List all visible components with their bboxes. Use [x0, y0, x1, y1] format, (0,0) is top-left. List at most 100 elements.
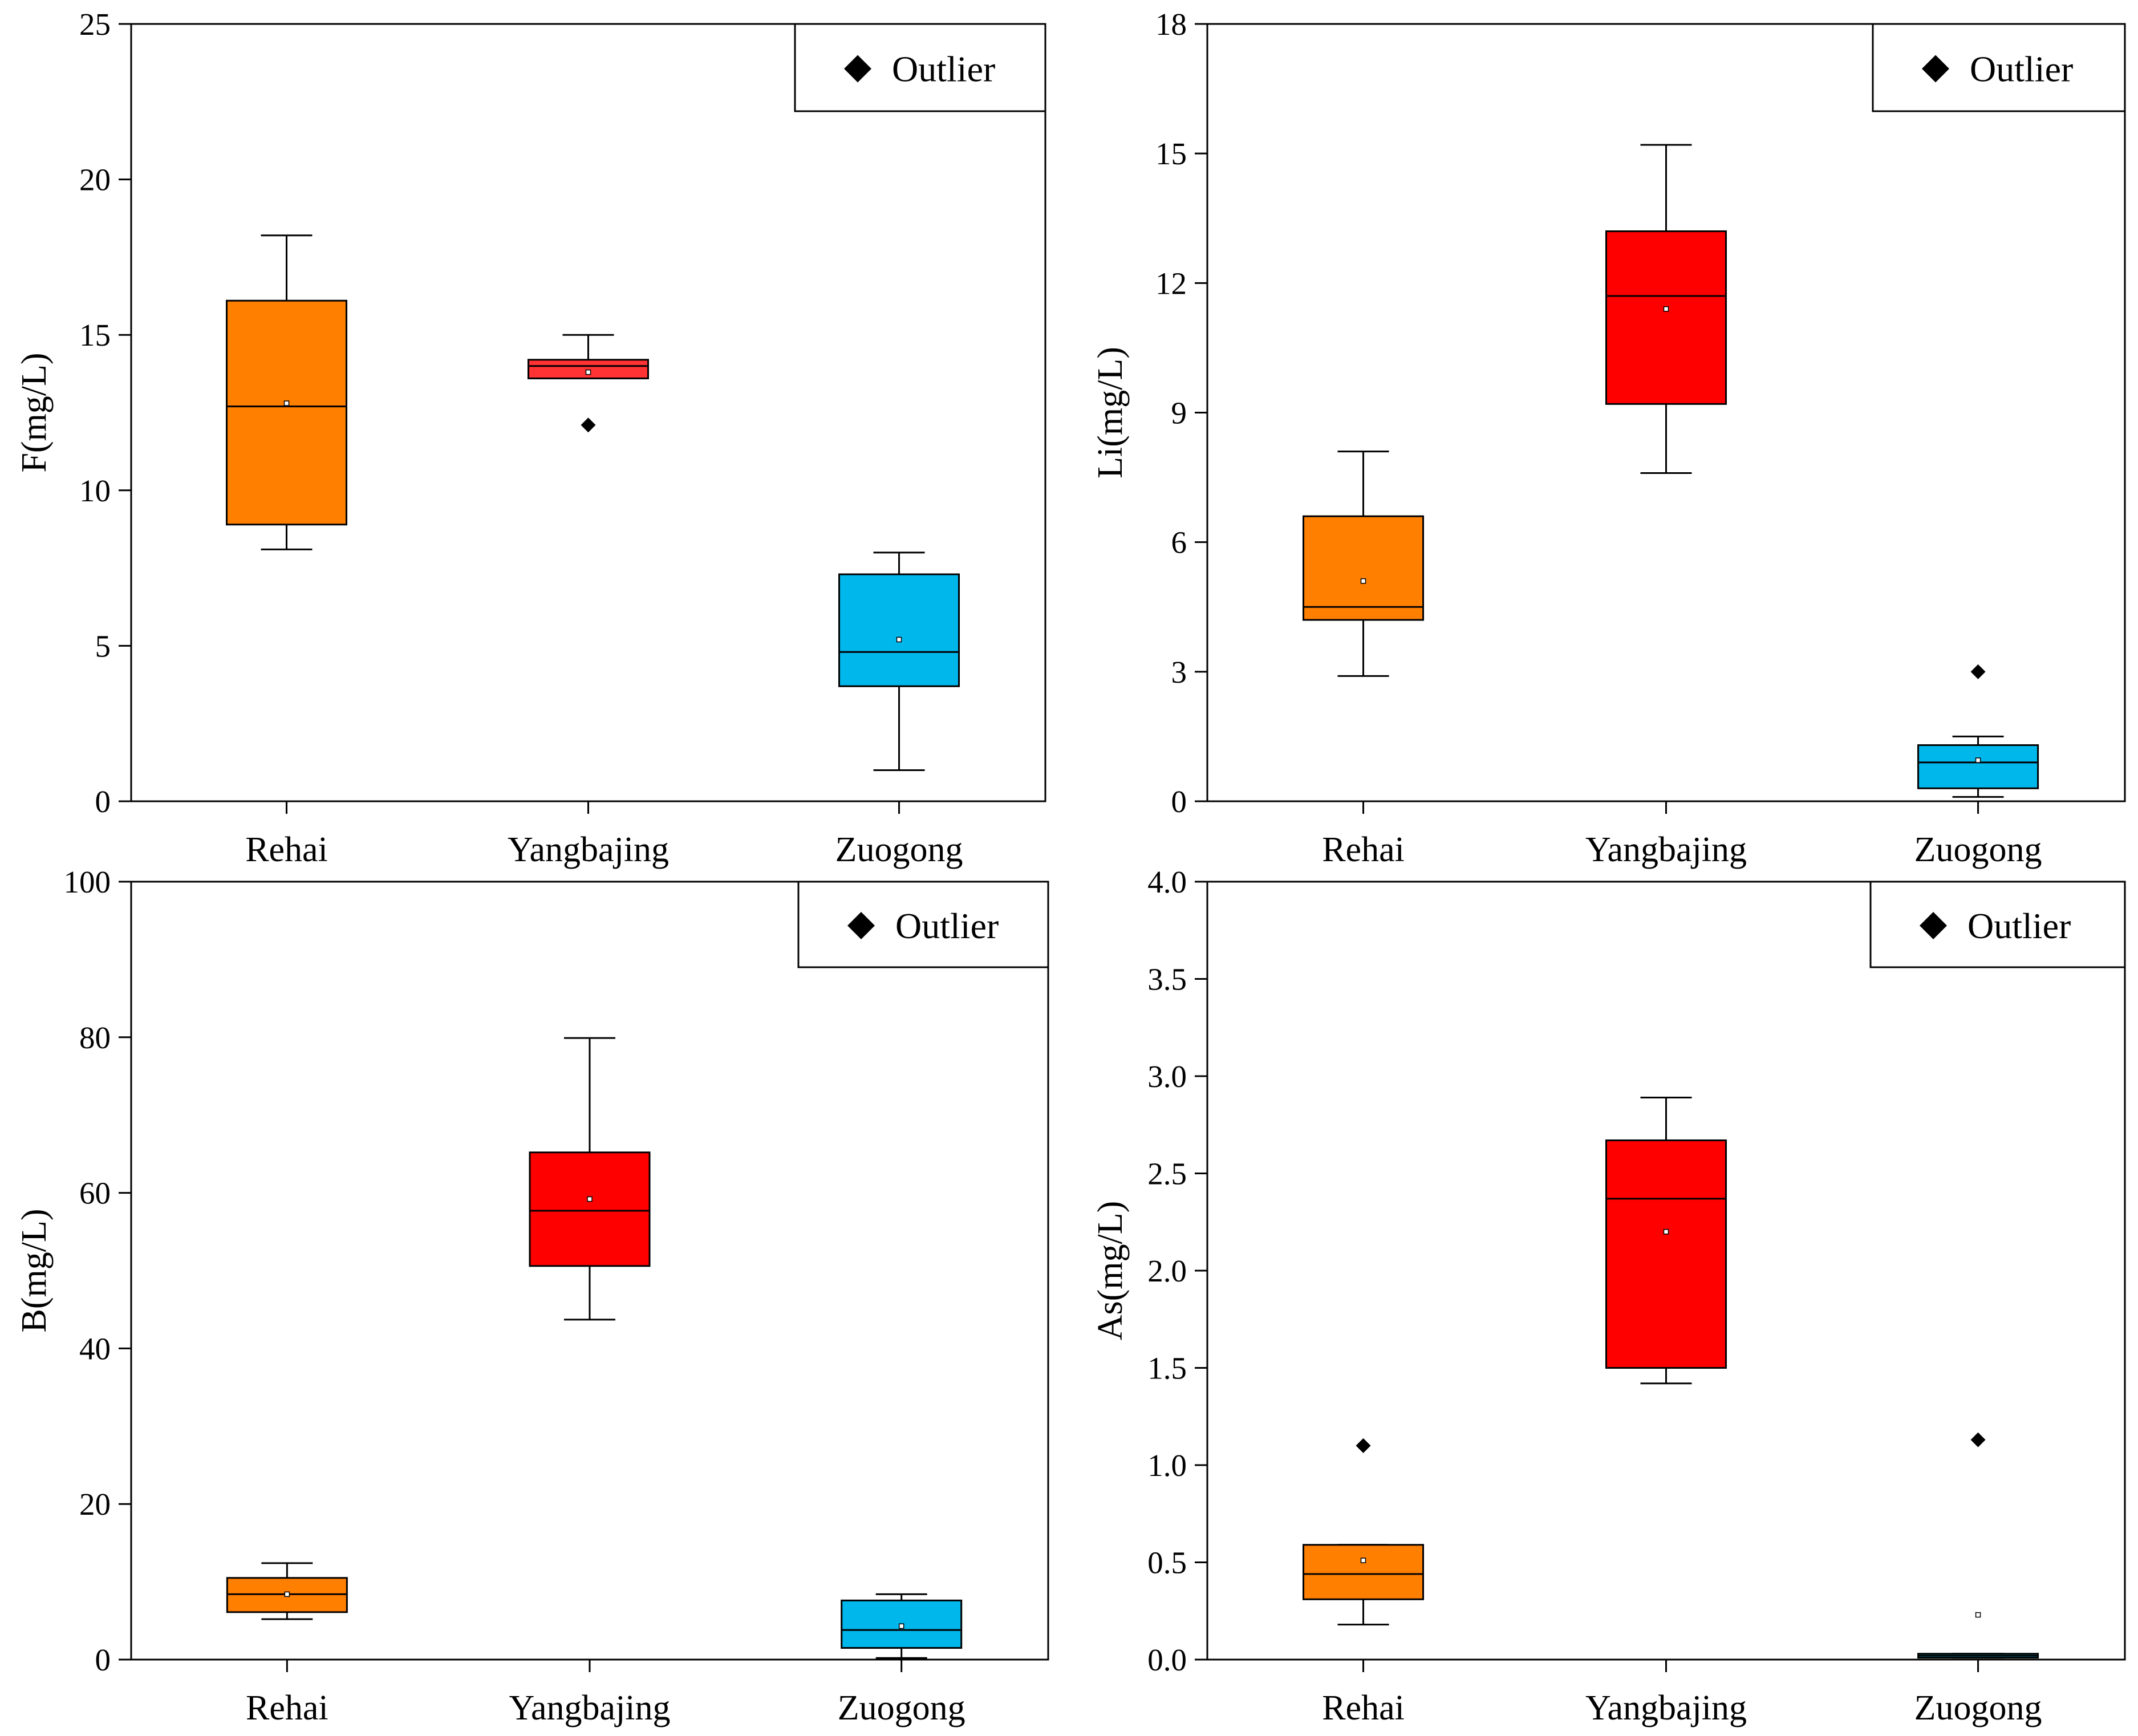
y-tick-label: 0 — [95, 1642, 111, 1677]
y-tick-label: 0 — [1171, 784, 1187, 819]
box-rehai — [1303, 451, 1425, 677]
y-tick-label: 20 — [79, 1487, 111, 1522]
legend-label: Outlier — [892, 49, 995, 90]
y-axis-title: As(mg/L) — [1091, 1201, 1130, 1341]
x-category-label: Yangbajing — [1585, 1689, 1747, 1727]
mean-marker — [1663, 1229, 1669, 1235]
mean-marker — [587, 1196, 593, 1202]
y-tick-label: 60 — [79, 1176, 111, 1211]
y-tick-label: 40 — [79, 1331, 111, 1366]
y-tick-label: 3.0 — [1147, 1059, 1187, 1094]
y-tick-label: 2.5 — [1147, 1157, 1187, 1191]
box-rehai — [1303, 1438, 1425, 1626]
y-tick-label: 4.0 — [1147, 865, 1187, 899]
x-category-label: Yangbajing — [509, 1689, 670, 1727]
mean-marker — [585, 369, 591, 375]
box-yangbajing — [1605, 1097, 1727, 1385]
outlier-point — [1970, 1432, 1986, 1447]
legend-label: Outlier — [895, 906, 999, 946]
box-rehai — [226, 1562, 348, 1620]
mean-marker — [1975, 757, 1981, 763]
legend-outlier-symbol — [844, 55, 871, 83]
y-tick-label: 10 — [79, 473, 111, 508]
y-tick-label: 2.0 — [1147, 1254, 1187, 1288]
legend-box — [794, 23, 1046, 112]
x-category-label: Zuogong — [838, 1689, 965, 1727]
legend-label: Outlier — [1970, 49, 2073, 90]
box-iqr — [1605, 1139, 1727, 1369]
y-axis-title: Li(mg/L) — [1091, 347, 1130, 478]
y-tick-label: 0.0 — [1147, 1642, 1187, 1677]
box-iqr — [1303, 1544, 1425, 1600]
box-iqr — [528, 359, 649, 380]
box-iqr — [1605, 230, 1727, 405]
x-category-label: Yangbajing — [1585, 830, 1747, 869]
outlier-point — [1356, 1438, 1371, 1453]
y-tick-label: 18 — [1155, 7, 1187, 42]
y-tick-label: 100 — [64, 865, 111, 899]
mean-marker — [1360, 578, 1366, 584]
y-tick-label: 3 — [1171, 655, 1187, 689]
legend-box — [797, 881, 1049, 968]
mean-marker — [283, 400, 290, 406]
legend: Outlier — [794, 23, 1046, 112]
x-category-label: Zuogong — [835, 830, 963, 869]
legend: Outlier — [1869, 881, 2126, 968]
x-category-label: Zuogong — [1914, 1689, 2042, 1727]
legend-outlier-symbol — [847, 912, 875, 939]
chart-panel-4: 0.0 0.5 1.0 1.5 2.0 2.5 3.0 3.5 4.0 As(mg/L) Rehai… — [1091, 865, 2126, 1727]
y-tick-label: 1.5 — [1147, 1351, 1187, 1386]
y-tick-label: 5 — [95, 628, 111, 663]
mean-marker — [1360, 1557, 1366, 1563]
legend-label: Outlier — [1967, 906, 2071, 946]
y-tick-label: 1.0 — [1147, 1448, 1187, 1483]
y-tick-label: 25 — [79, 7, 111, 42]
box-zuogong — [841, 1593, 963, 1659]
x-category-label: Rehai — [1322, 830, 1405, 869]
mean-marker — [896, 636, 902, 643]
y-tick-label: 3.5 — [1147, 962, 1187, 997]
chart-panel-3: 0 20 40 60 80 100 B(mg/L) Rehai Yangbajing Zuogon… — [15, 865, 1049, 1727]
box-iqr — [838, 573, 960, 687]
box-yangbajing — [528, 334, 649, 433]
legend-outlier-symbol — [1920, 912, 1947, 939]
x-category-label: Rehai — [245, 830, 328, 869]
box-yangbajing — [529, 1037, 651, 1321]
outlier-point — [1970, 664, 1986, 679]
mean-marker — [1975, 1612, 1981, 1618]
y-tick-label: 9 — [1171, 396, 1187, 431]
box-zuogong — [1917, 1432, 2039, 1659]
box-iqr — [226, 299, 348, 526]
box-zuogong — [838, 551, 960, 771]
chart-panel-2: 0 3 6 9 12 15 18 Li(mg/L) Rehai Yangbajing Zuogong… — [1091, 7, 2126, 869]
box-zuogong — [1917, 664, 2039, 798]
legend-box — [1872, 23, 2126, 112]
chart-panel-1: 0 5 10 15 20 25 F(mg/L) Rehai Yangbajing Zuogong O… — [15, 7, 1046, 869]
y-tick-label: 0.5 — [1147, 1546, 1187, 1580]
x-category-label: Yangbajing — [508, 830, 669, 869]
box-iqr — [1917, 744, 2039, 789]
legend: Outlier — [797, 881, 1049, 968]
y-tick-label: 20 — [79, 163, 111, 197]
x-category-label: Rehai — [1322, 1689, 1405, 1727]
y-tick-label: 6 — [1171, 525, 1187, 560]
y-tick-label: 0 — [95, 784, 111, 819]
box-iqr — [1303, 515, 1425, 621]
x-category-label: Zuogong — [1914, 830, 2042, 869]
legend-outlier-symbol — [1922, 55, 1949, 83]
x-category-label: Rehai — [246, 1689, 328, 1727]
y-tick-label: 15 — [79, 318, 111, 352]
legend-box — [1869, 881, 2126, 968]
y-axis-title: B(mg/L) — [15, 1209, 54, 1333]
box-rehai — [226, 234, 348, 550]
box-iqr — [529, 1151, 651, 1267]
y-tick-label: 80 — [79, 1020, 111, 1055]
mean-marker — [1663, 306, 1669, 312]
mean-marker — [284, 1591, 290, 1597]
box-yangbajing — [1605, 144, 1727, 474]
legend: Outlier — [1872, 23, 2126, 112]
y-axis-title: F(mg/L) — [15, 352, 54, 472]
y-tick-label: 12 — [1155, 266, 1187, 301]
y-tick-label: 15 — [1155, 136, 1187, 171]
